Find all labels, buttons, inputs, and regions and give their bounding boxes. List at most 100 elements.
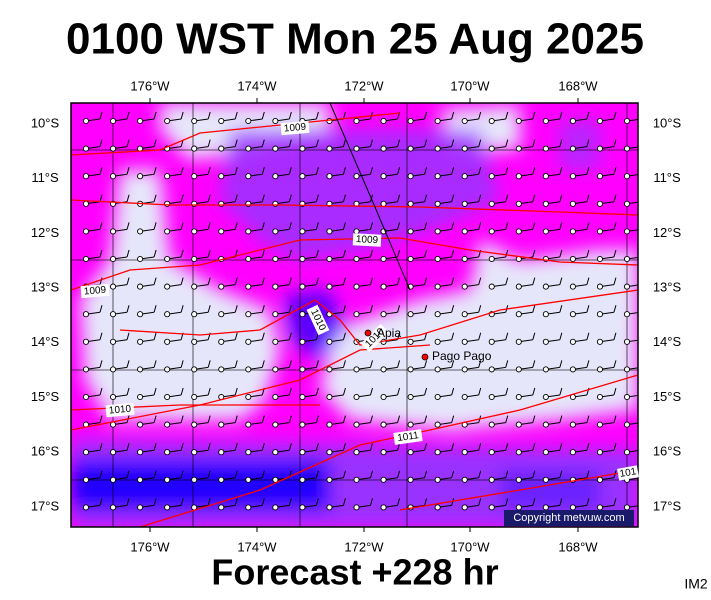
barb-flag bbox=[424, 305, 428, 313]
wind-barb bbox=[461, 277, 482, 290]
barb-station bbox=[299, 311, 306, 318]
wind-barb bbox=[461, 498, 482, 511]
barb-flag bbox=[126, 277, 130, 285]
wind-barb bbox=[488, 415, 509, 428]
barb-station bbox=[623, 117, 631, 125]
wind-barb bbox=[569, 139, 590, 152]
wind-barb bbox=[407, 139, 428, 152]
barb-station bbox=[488, 173, 495, 180]
lon-label: 168°W bbox=[558, 539, 598, 554]
barb-station bbox=[542, 117, 549, 125]
barb-flag bbox=[451, 470, 455, 478]
wind-barb bbox=[272, 387, 292, 401]
barb-flag bbox=[559, 222, 563, 230]
wind-barb bbox=[353, 249, 373, 263]
wind-barb bbox=[434, 222, 455, 235]
lon-label: 172°W bbox=[344, 539, 384, 554]
barb-flag bbox=[451, 167, 455, 175]
barb-flag bbox=[559, 360, 563, 368]
barb-station bbox=[542, 421, 549, 428]
barb-station bbox=[299, 338, 306, 345]
barb-station bbox=[164, 117, 171, 125]
barb-station bbox=[407, 145, 414, 152]
barb-flag bbox=[613, 387, 617, 396]
barb-station bbox=[353, 449, 360, 456]
wind-barb bbox=[407, 387, 428, 401]
barb-station bbox=[515, 476, 522, 483]
wind-barb bbox=[515, 360, 536, 373]
wind-barb bbox=[110, 498, 130, 511]
barb-station bbox=[110, 393, 117, 401]
barb-flag bbox=[559, 194, 563, 202]
barb-flag bbox=[641, 498, 643, 505]
barb-flag bbox=[559, 387, 563, 396]
wind-barb bbox=[326, 167, 346, 180]
barb-flag bbox=[559, 139, 563, 147]
wind-barb bbox=[164, 167, 184, 180]
barb-station bbox=[218, 283, 225, 290]
barb-station bbox=[569, 117, 576, 125]
barb-station bbox=[380, 366, 387, 373]
barb-station bbox=[353, 117, 360, 125]
place-marker bbox=[421, 353, 429, 361]
barb-flag bbox=[315, 387, 319, 396]
barb-flag bbox=[451, 443, 455, 451]
barb-station bbox=[380, 255, 387, 263]
barb-station bbox=[299, 283, 306, 290]
barb-flag bbox=[478, 167, 482, 175]
barb-flag bbox=[261, 305, 265, 313]
barb-flag bbox=[315, 443, 319, 451]
barb-flag bbox=[288, 332, 292, 340]
barb-station bbox=[164, 476, 171, 483]
barb-station bbox=[218, 504, 225, 511]
barb-flag bbox=[532, 443, 536, 451]
barb-station bbox=[488, 145, 495, 152]
barb-station bbox=[326, 117, 333, 125]
barb-flag bbox=[586, 470, 590, 478]
barb-station bbox=[164, 200, 171, 207]
wind-barb bbox=[488, 277, 509, 290]
barb-flag bbox=[613, 415, 617, 423]
wind-barb bbox=[380, 249, 401, 263]
wind-barb bbox=[272, 111, 292, 125]
wind-barb bbox=[272, 360, 292, 373]
wind-barb bbox=[434, 443, 455, 456]
wind-barb bbox=[407, 470, 428, 483]
barb-flag bbox=[532, 222, 536, 230]
barb-station bbox=[434, 228, 441, 235]
barb-flag bbox=[180, 470, 184, 478]
barb-station bbox=[245, 117, 252, 125]
barb-station bbox=[353, 504, 360, 511]
barb-flag bbox=[641, 112, 643, 119]
barb-station bbox=[596, 393, 604, 401]
barb-flag bbox=[315, 498, 319, 506]
barb-flag bbox=[397, 167, 401, 175]
barb-flag bbox=[261, 443, 265, 451]
barb-flag bbox=[126, 167, 130, 175]
barb-station bbox=[218, 476, 225, 483]
barb-flag bbox=[234, 470, 238, 478]
barb-flag bbox=[586, 360, 590, 368]
wind-barb bbox=[596, 222, 617, 235]
wind-barb bbox=[542, 277, 563, 290]
barb-flag bbox=[342, 222, 346, 230]
barb-flag bbox=[559, 111, 563, 120]
barb-station bbox=[245, 338, 252, 345]
barb-flag bbox=[613, 277, 617, 285]
wind-barb bbox=[191, 111, 211, 125]
barb-flag bbox=[234, 139, 238, 147]
barb-station bbox=[515, 283, 522, 290]
barb-flag bbox=[234, 111, 238, 120]
barb-station bbox=[407, 421, 414, 428]
barb-station bbox=[82, 117, 90, 125]
barb-station bbox=[623, 338, 631, 345]
wind-barb bbox=[353, 415, 373, 428]
barb-station bbox=[623, 393, 631, 401]
wind-barb bbox=[623, 498, 643, 511]
barb-flag bbox=[153, 360, 157, 368]
barb-station bbox=[407, 449, 414, 456]
barb-flag bbox=[342, 498, 346, 506]
barb-flag bbox=[613, 167, 617, 175]
wind-barb bbox=[137, 222, 157, 235]
barb-flag bbox=[613, 305, 617, 313]
